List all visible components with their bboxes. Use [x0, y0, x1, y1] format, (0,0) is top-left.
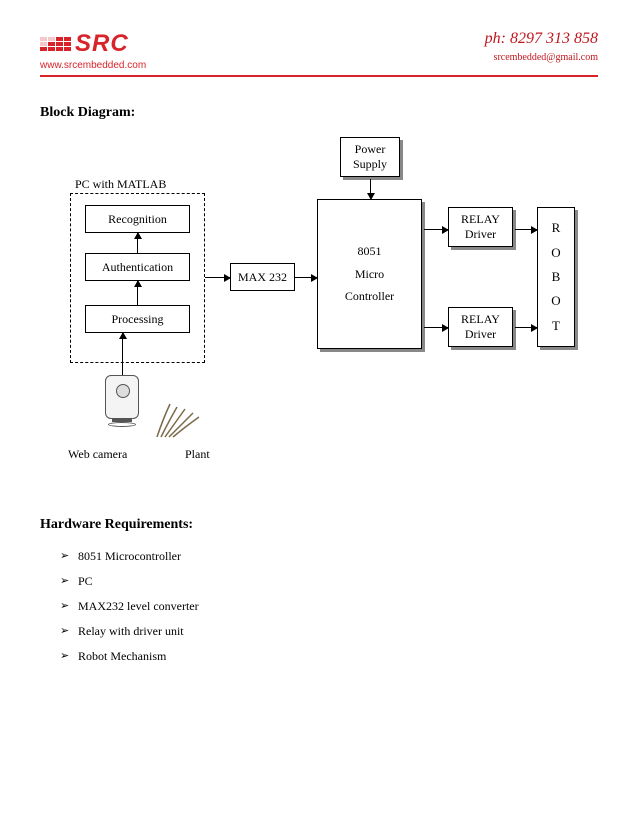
list-item: 8051 Microcontroller — [60, 549, 598, 564]
contact-phone: ph: 8297 313 858 — [485, 30, 598, 48]
robot-b: B — [551, 269, 560, 285]
plant-icon — [155, 399, 205, 444]
page-header: SRC www.srcembedded.com ph: 8297 313 858… — [40, 30, 598, 77]
robot-o2: O — [551, 293, 560, 309]
logo-block: SRC www.srcembedded.com — [40, 30, 146, 71]
recognition-box: Recognition — [85, 205, 190, 233]
list-item: PC — [60, 574, 598, 589]
arrow-relay1-to-robot — [515, 229, 537, 230]
authentication-box: Authentication — [85, 253, 190, 281]
arrow-relay2-to-robot — [515, 327, 537, 328]
processing-box: Processing — [85, 305, 190, 333]
diagram-title: Block Diagram: — [40, 105, 598, 121]
authentication-label: Authentication — [102, 260, 173, 275]
power-supply-box: Power Supply — [340, 137, 400, 177]
list-item: Robot Mechanism — [60, 649, 598, 664]
webcam-icon — [105, 375, 139, 427]
plant-label: Plant — [185, 447, 210, 462]
arrow-power-to-mcu — [370, 179, 371, 199]
mcu-box: 8051 Micro Controller — [317, 199, 422, 349]
mcu-l1: 8051 — [358, 240, 382, 263]
recognition-label: Recognition — [108, 212, 167, 227]
arrow-auth-to-recog — [137, 233, 138, 253]
processing-label: Processing — [112, 312, 164, 327]
arrow-proc-to-auth — [137, 281, 138, 305]
logo-text: SRC — [75, 30, 129, 58]
pc-matlab-label: PC with MATLAB — [75, 177, 166, 192]
arrow-max232-to-mcu — [295, 277, 317, 278]
mcu-l2: Micro — [355, 263, 384, 286]
relay1-box: RELAY Driver — [448, 207, 513, 247]
relay1-l1: RELAY — [461, 212, 500, 227]
arrow-mcu-to-relay2 — [424, 327, 448, 328]
logo-url: www.srcembedded.com — [40, 60, 146, 71]
list-item: MAX232 level converter — [60, 599, 598, 614]
max232-box: MAX 232 — [230, 263, 295, 291]
robot-o1: O — [551, 245, 560, 261]
robot-r: R — [551, 220, 560, 236]
robot-box: R O B O T — [537, 207, 575, 347]
arrow-camera-to-proc — [122, 333, 123, 375]
hardware-list: 8051 Microcontroller PC MAX232 level con… — [40, 549, 598, 664]
list-item: Relay with driver unit — [60, 624, 598, 639]
robot-t: T — [551, 318, 560, 334]
power-supply-l2: Supply — [353, 157, 387, 172]
logo-icon — [40, 37, 71, 51]
relay2-l2: Driver — [465, 327, 496, 342]
relay2-box: RELAY Driver — [448, 307, 513, 347]
power-supply-l1: Power — [355, 142, 386, 157]
contact-email: srcembedded@gmail.com — [485, 52, 598, 63]
block-diagram: PC with MATLAB Recognition Authenticatio… — [40, 137, 600, 487]
webcam-label: Web camera — [68, 447, 127, 462]
arrow-mcu-to-relay1 — [424, 229, 448, 230]
relay2-l1: RELAY — [461, 312, 500, 327]
mcu-l3: Controller — [345, 285, 394, 308]
hardware-title: Hardware Requirements: — [40, 517, 598, 533]
contact-block: ph: 8297 313 858 srcembedded@gmail.com — [485, 30, 598, 63]
relay1-l2: Driver — [465, 227, 496, 242]
arrow-pc-to-max232 — [205, 277, 230, 278]
max232-label: MAX 232 — [238, 270, 287, 285]
